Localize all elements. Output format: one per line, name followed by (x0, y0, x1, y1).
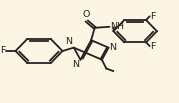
Text: N: N (72, 60, 80, 69)
Text: F: F (151, 42, 156, 51)
Text: O: O (82, 10, 90, 19)
Text: F: F (151, 12, 156, 21)
Text: NH: NH (110, 22, 124, 31)
Text: N: N (65, 37, 72, 46)
Text: N: N (109, 43, 116, 52)
Text: F: F (0, 46, 5, 56)
